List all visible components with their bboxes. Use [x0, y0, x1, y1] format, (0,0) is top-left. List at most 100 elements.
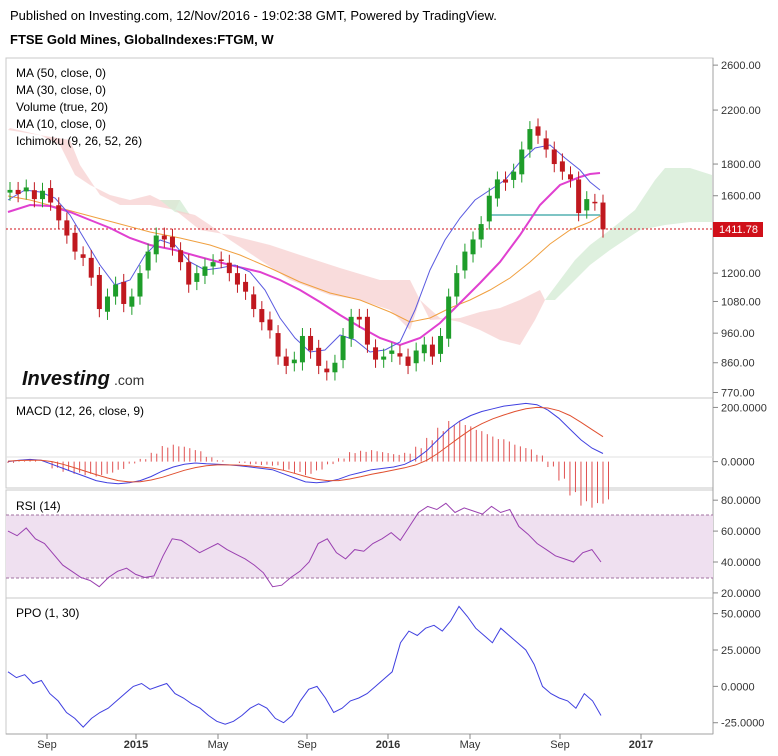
candlestick-series — [7, 118, 606, 381]
ma30-line — [7, 172, 601, 347]
macd-panel: MACD (12, 26, close, 9) 200.0000 0.0000 — [6, 402, 767, 508]
candle-body — [96, 274, 102, 310]
candle-body — [519, 149, 525, 175]
rsi-panel: RSI (14) 80.0000 60.0000 40.0000 20.0000 — [6, 495, 761, 600]
tick-label: 40.0000 — [721, 557, 761, 569]
logo-suffix: .com — [114, 372, 144, 388]
candle-body — [356, 316, 362, 320]
candle-body — [421, 344, 427, 354]
time-axis: Sep 2015 May Sep 2016 May Sep 2017 — [37, 734, 653, 751]
candle-body — [7, 189, 13, 193]
ma50-line — [7, 195, 606, 323]
candle-body — [381, 356, 387, 360]
candle-body — [169, 236, 175, 248]
candle-body — [194, 273, 200, 282]
macd-histogram — [7, 420, 610, 508]
candle-body — [308, 335, 314, 351]
time-tick-label: 2015 — [124, 739, 148, 751]
tick-label: 0.0000 — [721, 457, 755, 469]
tick-label: 200.0000 — [721, 402, 767, 414]
last-price-label: 1411.78 — [719, 224, 758, 236]
legend-ma50: MA (50, close, 0) — [16, 66, 106, 80]
macd-label: MACD (12, 26, close, 9) — [16, 404, 144, 418]
tick-label: -25.0000 — [721, 718, 764, 730]
published-caption: Published on Investing.com, 12/Nov/2016 … — [10, 8, 497, 23]
candle-body — [275, 333, 281, 357]
time-tick-label: Sep — [37, 739, 57, 751]
candle-body — [39, 190, 45, 200]
ichimoku-cloud — [8, 128, 712, 345]
candle-body — [600, 202, 606, 230]
candle-body — [202, 266, 208, 276]
candle-body — [470, 239, 476, 255]
candle-body — [543, 138, 549, 150]
macd-scale: 200.0000 0.0000 — [713, 402, 767, 469]
legend-ma30: MA (30, close, 0) — [16, 83, 106, 97]
indicator-legend: MA (50, close, 0) MA (30, close, 0) Volu… — [16, 66, 142, 148]
candle-body — [153, 235, 159, 255]
ppo-scale: 50.0000 25.0000 0.0000 -25.0000 — [713, 609, 764, 730]
candle-body — [446, 296, 452, 339]
candle-body — [454, 273, 460, 297]
time-tick-label: 2016 — [376, 739, 400, 751]
rsi-line — [7, 502, 602, 588]
candle-body — [291, 359, 297, 364]
candle-body — [568, 174, 574, 180]
ppo-panel-frame — [5, 597, 714, 735]
candle-body — [80, 254, 86, 258]
tick-label: 50.0000 — [721, 609, 761, 621]
tick-label: 80.0000 — [721, 495, 761, 507]
price-tick-label: 860.00 — [721, 358, 755, 370]
candle-body — [64, 220, 70, 236]
legend-volume: Volume (true, 20) — [16, 100, 108, 114]
rsi-scale: 80.0000 60.0000 40.0000 20.0000 — [713, 495, 761, 600]
candle-body — [218, 259, 224, 261]
candle-body — [145, 251, 151, 271]
cloud-red-2015 — [175, 210, 545, 345]
candle-body — [348, 316, 354, 339]
candle-body — [503, 179, 509, 183]
candle-body — [438, 335, 444, 354]
price-tick-label: 770.00 — [721, 387, 755, 399]
candle-body — [234, 273, 240, 285]
candle-body — [129, 296, 135, 307]
tick-label: 25.0000 — [721, 645, 761, 657]
candle-body — [15, 189, 21, 195]
chart-title: FTSE Gold Mines, GlobalIndexes:FTGM, W — [10, 32, 274, 47]
candle-body — [48, 188, 54, 203]
candle-body — [267, 319, 273, 331]
price-tick-label: 1600.00 — [721, 191, 761, 203]
time-tick-label: May — [460, 739, 481, 751]
candle-body — [535, 126, 541, 136]
price-scale: 2600.002200.001800.001600.001400.001200.… — [713, 60, 761, 399]
price-tick-label: 960.00 — [721, 328, 755, 340]
candle-body — [137, 273, 143, 297]
candle-body — [462, 251, 468, 271]
cloud-green-2015a — [160, 200, 190, 215]
price-tick-label: 1800.00 — [721, 159, 761, 171]
candle-body — [259, 309, 265, 323]
candle-body — [178, 250, 184, 263]
candle-body — [389, 350, 395, 354]
ppo-label: PPO (1, 30) — [16, 606, 79, 620]
candle-body — [23, 187, 29, 192]
candle-body — [486, 195, 492, 222]
candle-body — [551, 149, 557, 165]
candle-body — [397, 353, 403, 357]
candle-body — [494, 179, 500, 199]
cloud-green-2016 — [545, 168, 712, 300]
candle-body — [405, 356, 411, 366]
logo-text: Investing — [22, 368, 110, 390]
price-tick-label: 1200.00 — [721, 268, 761, 280]
candle-body — [283, 356, 289, 366]
macd-signal-line — [7, 406, 604, 483]
candle-body — [186, 262, 192, 285]
rsi-band — [6, 515, 713, 578]
candle-body — [31, 190, 37, 200]
moving-averages — [7, 144, 606, 353]
candle-body — [88, 257, 94, 278]
candle-body — [324, 368, 330, 373]
candle-body — [113, 284, 119, 297]
candle-body — [364, 316, 370, 345]
